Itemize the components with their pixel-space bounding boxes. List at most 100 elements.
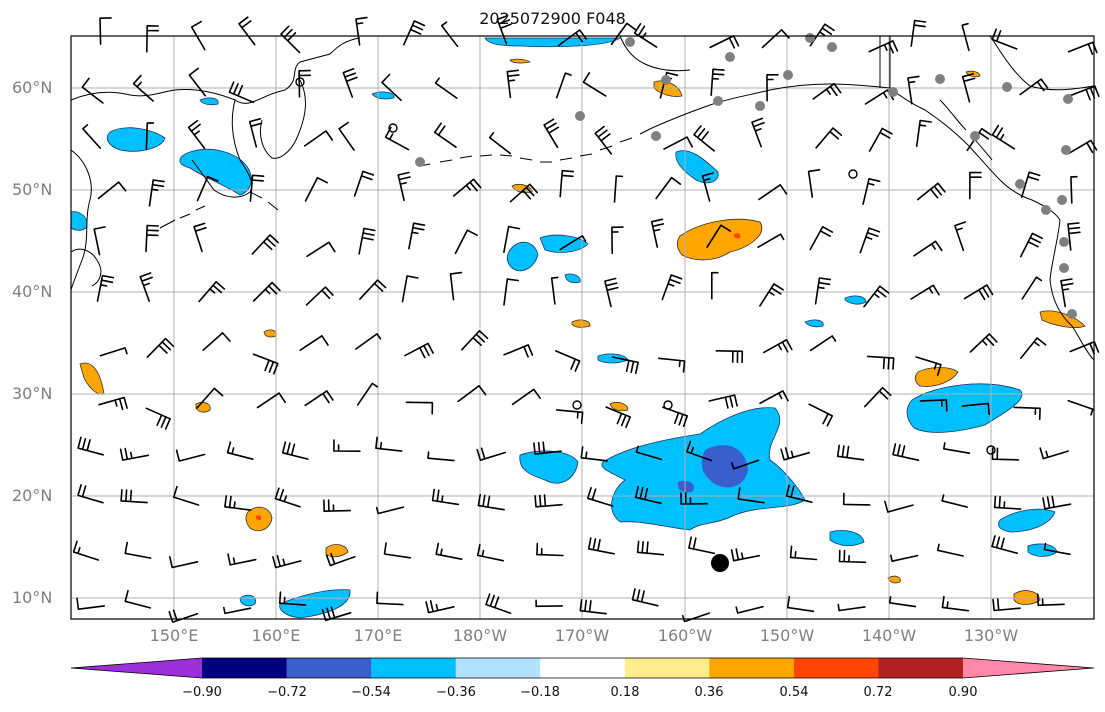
wind-barb <box>693 125 715 152</box>
wind-barb <box>807 169 821 198</box>
station-marker <box>935 74 945 84</box>
wind-barb <box>543 118 560 149</box>
wind-barb <box>323 499 351 512</box>
wind-barb <box>303 130 334 147</box>
wind-barb <box>655 176 682 200</box>
wind-barb <box>325 552 356 567</box>
wind-barb <box>404 342 434 359</box>
wind-barb <box>737 487 765 504</box>
lat-label: 10°N <box>12 588 53 607</box>
station-marker <box>755 101 765 111</box>
lon-label: 170°W <box>554 626 610 645</box>
wind-barb <box>868 40 899 54</box>
wind-barb <box>188 67 207 97</box>
station-marker <box>415 157 425 167</box>
wind-barb <box>1019 78 1049 96</box>
wind-barb <box>338 121 355 151</box>
negative-anomaly-area <box>179 148 252 196</box>
wind-barb <box>915 119 932 147</box>
wind-barb <box>281 441 309 460</box>
wind-barb <box>509 183 538 203</box>
lon-label: 150°E <box>149 626 199 645</box>
wind-barb <box>1067 222 1081 251</box>
wind-barb <box>353 170 375 197</box>
wind-barb <box>587 537 615 555</box>
wind-barb <box>145 407 171 430</box>
colorbar <box>70 657 1095 679</box>
wind-barb <box>1019 232 1043 258</box>
wind-barb <box>280 25 301 54</box>
positive-anomaly-area <box>509 58 531 64</box>
wind-barb <box>488 132 512 155</box>
colorbar-segment <box>202 658 288 678</box>
wind-barb <box>124 541 152 559</box>
wind-barb <box>431 488 460 506</box>
wind-barb <box>503 225 521 253</box>
negative-anomaly-area <box>506 241 539 272</box>
wind-barb <box>711 271 719 300</box>
wind-barb <box>434 77 458 99</box>
lon-label: 130°W <box>963 626 1019 645</box>
wind-barb <box>1043 542 1071 556</box>
wind-barb <box>256 392 286 409</box>
wind-barb <box>759 390 789 405</box>
wind-barb <box>485 593 512 614</box>
wind-barb <box>888 596 917 608</box>
colorbar-segment <box>540 658 626 678</box>
colorbar-tick-label: 0.90 <box>948 685 978 700</box>
wind-barb <box>706 224 732 248</box>
wind-barb <box>193 222 207 253</box>
positive-anomaly-area <box>676 218 763 261</box>
wind-barb <box>435 542 463 560</box>
wind-barb <box>836 444 865 461</box>
wind-barb <box>93 226 106 256</box>
wind-barb <box>359 279 387 300</box>
wind-barb <box>384 126 410 151</box>
wind-barb <box>633 23 658 48</box>
lon-label: 150°W <box>759 626 815 645</box>
wind-barb <box>252 281 281 302</box>
wind-barb <box>120 489 148 504</box>
wind-barb <box>228 81 255 104</box>
wind-barb <box>559 169 575 198</box>
wind-barb <box>631 588 659 607</box>
wind-barb <box>809 226 834 251</box>
wind-barb <box>381 73 402 101</box>
station-marker <box>725 52 735 62</box>
wind-barb <box>272 554 302 569</box>
wind-barb <box>305 286 334 306</box>
wind-barb <box>919 399 948 412</box>
wind-barb <box>333 439 361 452</box>
wind-barb <box>661 274 683 301</box>
wind-barb <box>766 74 779 102</box>
wind-barb <box>146 25 159 53</box>
colorbar-over-triangle <box>963 658 1094 678</box>
wind-barb <box>862 178 881 205</box>
wind-barb <box>993 495 1022 510</box>
wind-barb <box>76 597 105 610</box>
positive-anomaly-area <box>887 575 901 584</box>
wind-barb <box>785 484 813 503</box>
negative-anomaly-area <box>564 273 581 284</box>
colorbar-tick-label: −0.90 <box>182 685 222 700</box>
wind-barb <box>476 543 504 562</box>
wind-barb <box>686 440 713 462</box>
wind-barb <box>559 235 587 251</box>
wind-barb <box>403 20 426 46</box>
positive-anomaly-area <box>571 319 591 328</box>
wind-barb <box>751 117 765 148</box>
negative-anomaly-core <box>701 445 748 488</box>
large-station-marker <box>711 554 729 572</box>
wind-barb <box>226 441 254 460</box>
wind-barb <box>991 535 1018 554</box>
wind-barb <box>864 386 892 408</box>
positive-anomaly-area <box>1039 310 1086 328</box>
wind-barb <box>863 285 890 308</box>
wind-barb <box>427 451 455 462</box>
colorbar-under-triangle <box>71 658 202 678</box>
wind-barb <box>1042 495 1072 510</box>
calm-wind-marker <box>848 169 858 179</box>
wind-barb <box>227 553 257 566</box>
wind-barb <box>454 229 478 255</box>
